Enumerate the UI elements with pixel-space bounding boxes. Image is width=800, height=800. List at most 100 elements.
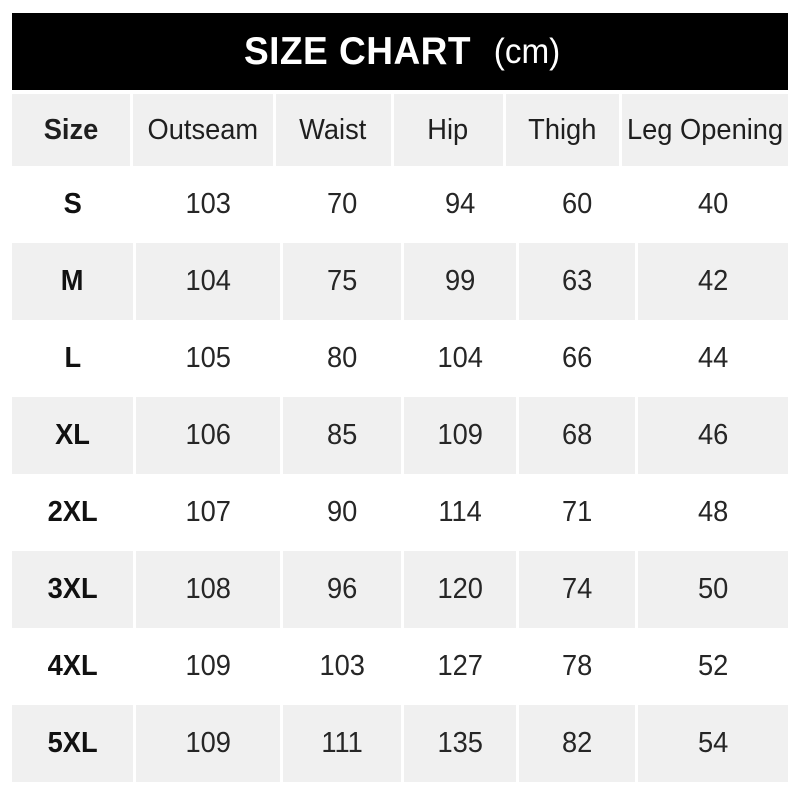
measurement-value-cell: 135: [403, 705, 517, 782]
size-label-cell: 3XL: [12, 551, 134, 628]
cell-text: 75: [326, 265, 358, 297]
cell-text: 109: [185, 727, 231, 759]
size-chart-page: SIZE CHART (cm) Size Outseam Waist Hip Thigh…: [12, 13, 788, 782]
size-label-cell: S: [12, 166, 133, 243]
measurement-value-cell: 50: [638, 551, 788, 628]
size-label-cell: 5XL: [12, 705, 134, 782]
cell-text: 46: [698, 419, 729, 451]
measurement-value-cell: 111: [282, 705, 401, 782]
measurement-value-cell: 82: [519, 705, 636, 782]
cell-text: 111: [321, 727, 363, 759]
cell-text: 48: [698, 496, 729, 528]
measurement-value-cell: 96: [282, 551, 401, 628]
cell-text: S: [63, 188, 82, 220]
cell-text: 105: [185, 342, 231, 374]
measurement-value-cell: 120: [403, 551, 517, 628]
measurement-value-cell: 105: [136, 320, 280, 397]
measurement-value-cell: 114: [404, 474, 516, 551]
cell-text: 104: [185, 265, 231, 297]
size-label-cell: L: [12, 320, 133, 397]
measurement-value-cell: 48: [638, 474, 788, 551]
cell-text: 4XL: [47, 650, 98, 682]
size-label-cell: 2XL: [12, 474, 133, 551]
cell-text: 80: [326, 342, 358, 374]
cell-text: 2XL: [47, 496, 98, 528]
cell-text: Size: [43, 113, 99, 146]
cell-text: 54: [698, 727, 729, 759]
measurement-value-cell: 52: [638, 628, 788, 705]
table-row: 5XL 109 111 135 82 54: [12, 705, 788, 782]
cell-text: 103: [319, 650, 365, 682]
cell-text: 90: [326, 496, 358, 528]
cell-text: 107: [185, 496, 231, 528]
cell-text: 82: [562, 727, 593, 759]
cell-text: 42: [698, 265, 729, 297]
table-row: 4XL 109 103 127 78 52: [12, 628, 788, 705]
cell-text: XL: [55, 419, 90, 451]
column-header: Hip: [393, 94, 503, 166]
cell-text: Thigh: [528, 113, 597, 146]
measurement-value-cell: 103: [136, 166, 280, 243]
cell-text: 3XL: [47, 573, 98, 605]
cell-text: 103: [185, 188, 231, 220]
measurement-value-cell: 75: [282, 243, 401, 320]
measurement-value-cell: 60: [519, 166, 635, 243]
measurement-value-cell: 80: [283, 320, 401, 397]
cell-text: 5XL: [47, 727, 98, 759]
table-row: 2XL 107 90 114 71 48: [12, 474, 788, 551]
measurement-value-cell: 106: [136, 397, 280, 474]
measurement-value-cell: 71: [519, 474, 635, 551]
cell-text: 60: [562, 188, 593, 220]
cell-text: 70: [326, 188, 358, 220]
measurement-value-cell: 40: [638, 166, 788, 243]
table-row: M 104 75 99 63 42: [12, 243, 788, 320]
measurement-value-cell: 99: [403, 243, 517, 320]
cell-text: 94: [444, 188, 476, 220]
column-header: Outseam: [132, 94, 273, 166]
measurement-value-cell: 74: [519, 551, 636, 628]
measurement-value-cell: 104: [404, 320, 516, 397]
measurement-value-cell: 108: [136, 551, 280, 628]
measurement-value-cell: 70: [283, 166, 401, 243]
banner-unit-label: (cm): [493, 31, 561, 71]
cell-text: L: [64, 342, 81, 374]
banner-title: SIZE CHART: [243, 29, 472, 73]
table-header-row: Size Outseam Waist Hip Thigh Leg Opening: [12, 94, 788, 166]
cell-text: 96: [326, 573, 358, 605]
size-chart-banner: SIZE CHART (cm): [12, 13, 788, 90]
measurement-value-cell: 109: [136, 628, 280, 705]
cell-text: 74: [562, 573, 593, 605]
cell-text: 127: [437, 650, 483, 682]
cell-text: Waist: [299, 113, 367, 146]
measurement-value-cell: 109: [403, 397, 517, 474]
cell-text: Leg Opening: [626, 113, 784, 146]
cell-text: 99: [444, 265, 476, 297]
cell-text: 68: [562, 419, 593, 451]
measurement-value-cell: 63: [519, 243, 636, 320]
measurement-value-cell: 78: [519, 628, 635, 705]
cell-text: 85: [326, 419, 358, 451]
cell-text: M: [61, 265, 84, 297]
column-header: Leg Opening: [621, 94, 788, 166]
column-header: Waist: [275, 94, 391, 166]
measurement-value-cell: 68: [519, 397, 636, 474]
cell-text: 135: [437, 727, 483, 759]
cell-text: 78: [562, 650, 593, 682]
measurement-value-cell: 85: [282, 397, 401, 474]
cell-text: 52: [698, 650, 729, 682]
measurement-value-cell: 46: [638, 397, 788, 474]
table-row: XL 106 85 109 68 46: [12, 397, 788, 474]
measurement-value-cell: 103: [283, 628, 401, 705]
size-column-header: Size: [12, 94, 130, 166]
cell-text: 104: [437, 342, 483, 374]
cell-text: 114: [438, 496, 482, 528]
size-label-cell: M: [12, 243, 134, 320]
cell-text: 109: [437, 419, 483, 451]
cell-text: 50: [698, 573, 729, 605]
cell-text: 40: [698, 188, 729, 220]
cell-text: 71: [562, 496, 593, 528]
size-chart-table: Size Outseam Waist Hip Thigh Leg Opening S 103 7…: [12, 94, 788, 782]
measurement-value-cell: 127: [404, 628, 516, 705]
cell-text: Hip: [427, 113, 469, 146]
column-header: Thigh: [505, 94, 619, 166]
